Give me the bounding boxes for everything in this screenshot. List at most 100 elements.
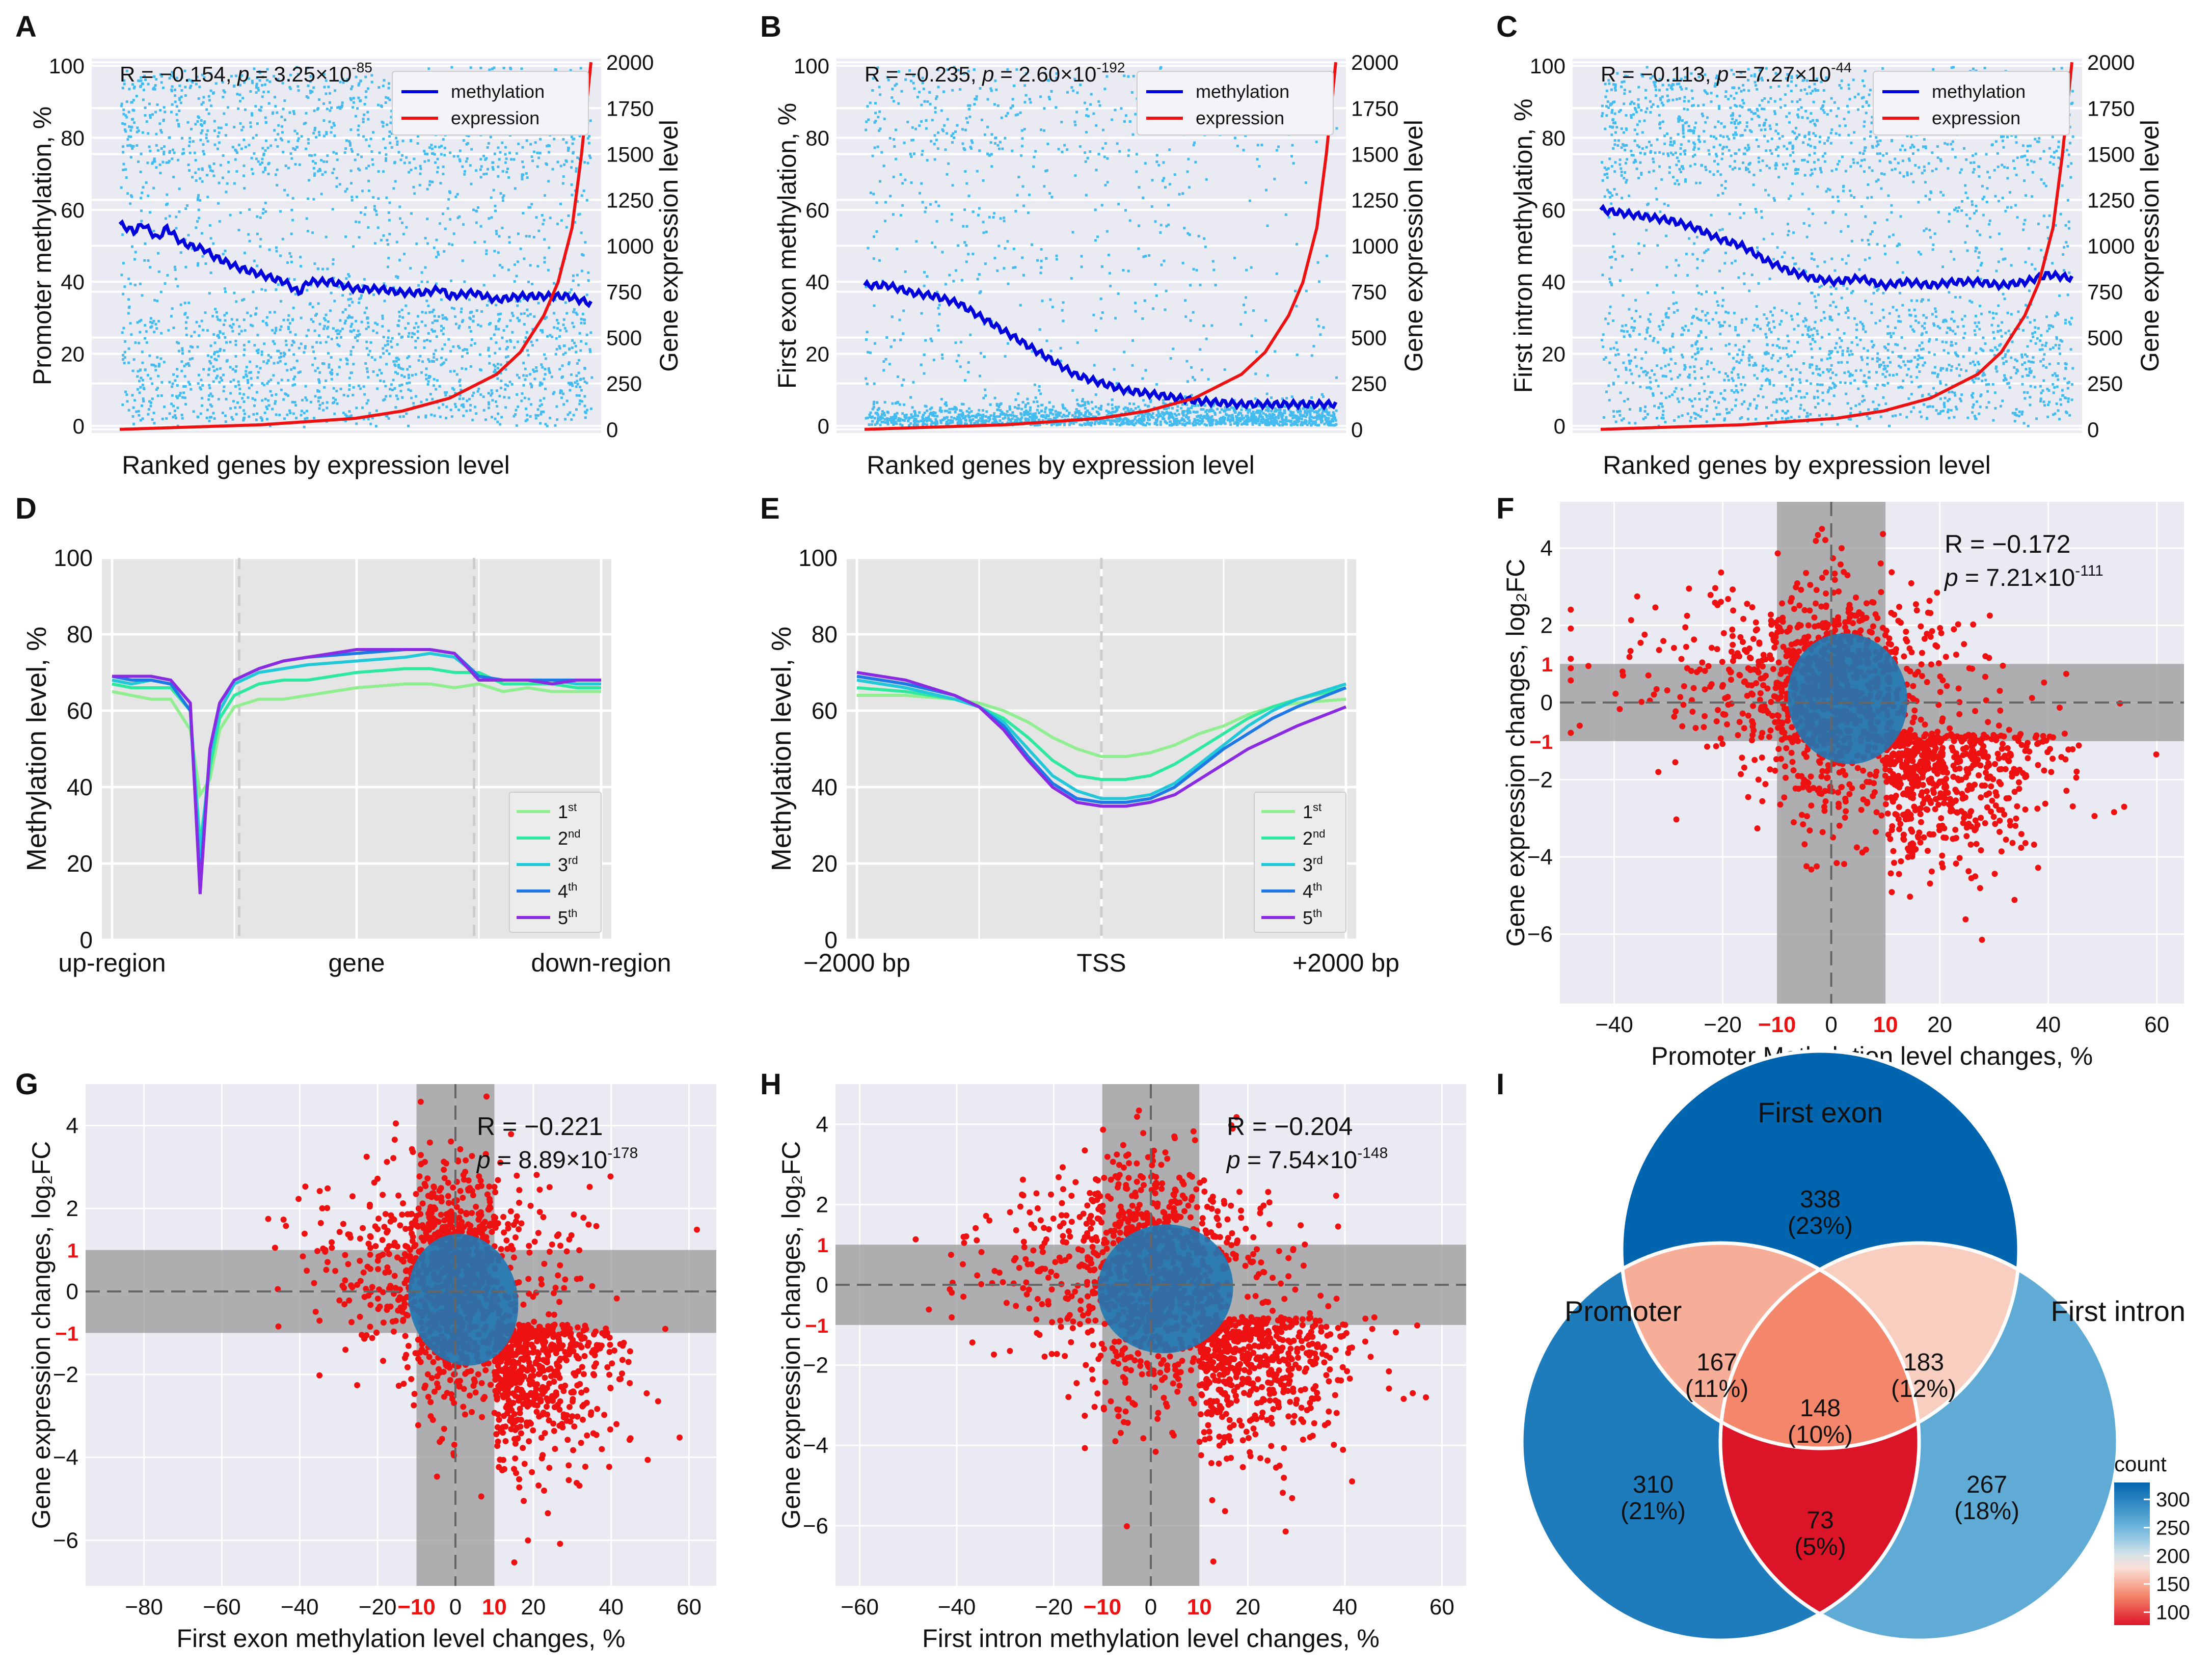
scatter-dot	[315, 136, 317, 139]
scatter-dot	[970, 140, 973, 142]
scatter-dot	[260, 288, 263, 290]
scatter-dot	[250, 324, 252, 327]
scatter-dot	[495, 304, 497, 306]
scatter-dot	[1124, 209, 1127, 211]
scatter-dot	[332, 397, 335, 399]
scatter-dot	[327, 336, 330, 338]
scatter-dot	[201, 232, 203, 235]
scatter-dot	[914, 419, 917, 421]
scatter-dot	[388, 82, 390, 85]
scatter-dot	[273, 129, 276, 131]
scatter-dot	[1205, 178, 1208, 181]
scatter-dot	[201, 397, 203, 399]
scatter-dot	[307, 230, 309, 232]
scatter-dot	[967, 104, 969, 107]
scatter-dot	[449, 192, 451, 194]
scatter-dot	[256, 376, 259, 379]
scatter-dot	[202, 101, 205, 104]
scatter-dot	[428, 360, 431, 363]
scatter-dot	[466, 399, 468, 402]
scatter-dot	[122, 151, 124, 153]
scatter-dot	[570, 373, 573, 376]
scatter-dot	[250, 371, 252, 373]
scatter-dot	[398, 315, 401, 318]
scatter-dot	[206, 196, 209, 198]
scatter-dot	[1201, 369, 1203, 371]
scatter-dot	[1284, 422, 1286, 425]
scatter-dot	[539, 152, 542, 154]
scatter-dot	[575, 351, 577, 354]
scatter-dot	[367, 376, 369, 379]
scatter-dot	[287, 314, 290, 317]
scatter-dot	[1114, 317, 1117, 319]
scatter-dot	[222, 154, 225, 157]
scatter-dot	[125, 393, 128, 396]
scatter-dot	[545, 358, 547, 360]
scatter-dot	[388, 219, 391, 222]
scatter-dot	[442, 403, 444, 406]
scatter-dot	[526, 414, 528, 416]
scatter-dot	[979, 87, 982, 90]
scatter-dot	[1036, 409, 1039, 412]
scatter-dot	[350, 326, 353, 328]
scatter-dot	[1114, 109, 1117, 111]
scatter-dot	[477, 388, 480, 390]
scatter-dot	[312, 132, 315, 134]
scatter-dot	[363, 393, 366, 396]
scatter-dot	[267, 399, 269, 402]
scatter-dot	[1194, 420, 1197, 422]
scatter-dot	[287, 167, 290, 169]
scatter-dot	[286, 194, 289, 197]
scatter-dot	[326, 407, 328, 409]
scatter-dot	[457, 327, 460, 329]
scatter-dot	[211, 395, 213, 397]
scatter-dot	[979, 375, 981, 377]
scatter-dot	[526, 349, 529, 352]
scatter-dot	[427, 383, 429, 386]
scatter-dot	[500, 192, 502, 195]
scatter-dot	[213, 163, 215, 165]
scatter-dot	[1100, 317, 1102, 319]
scatter-dot	[865, 129, 867, 131]
scatter-dot	[949, 422, 951, 424]
scatter-dot	[129, 144, 131, 147]
scatter-dot	[1244, 311, 1247, 314]
scatter-dot	[315, 313, 318, 315]
scatter-dot	[933, 359, 935, 361]
scatter-dot	[1208, 420, 1210, 422]
scatter-dot	[469, 404, 472, 407]
scatter-dot	[333, 168, 335, 170]
scatter-dot	[178, 98, 181, 101]
scatter-dot	[1296, 243, 1298, 246]
scatter-dot	[223, 349, 225, 352]
scatter-dot	[559, 203, 562, 205]
scatter-dot	[1103, 421, 1106, 424]
scatter-dot	[285, 344, 288, 346]
scatter-dot	[440, 330, 443, 332]
scatter-dot	[138, 342, 140, 344]
scatter-dot	[576, 362, 579, 365]
scatter-dot	[285, 340, 287, 342]
scatter-dot	[366, 316, 369, 319]
scatter-dot	[376, 374, 379, 376]
scatter-dot	[575, 345, 577, 347]
scatter-dot	[381, 121, 384, 123]
scatter-dot	[955, 418, 958, 420]
scatter-dot	[252, 173, 254, 175]
scatter-dot	[1135, 171, 1138, 173]
scatter-dot	[367, 118, 369, 121]
scatter-dot	[122, 327, 125, 330]
scatter-dot	[350, 331, 353, 333]
scatter-dot	[479, 67, 482, 69]
scatter-dot	[429, 375, 431, 378]
scatter-dot	[516, 305, 519, 307]
scatter-dot	[1041, 404, 1043, 407]
scatter-dot	[126, 192, 129, 195]
scatter-dot	[472, 392, 475, 394]
scatter-dot	[148, 102, 151, 105]
scatter-dot	[436, 171, 439, 173]
scatter-dot	[583, 322, 586, 325]
scatter-dot	[1267, 409, 1270, 412]
scatter-dot	[213, 353, 215, 356]
scatter-dot	[499, 151, 502, 154]
